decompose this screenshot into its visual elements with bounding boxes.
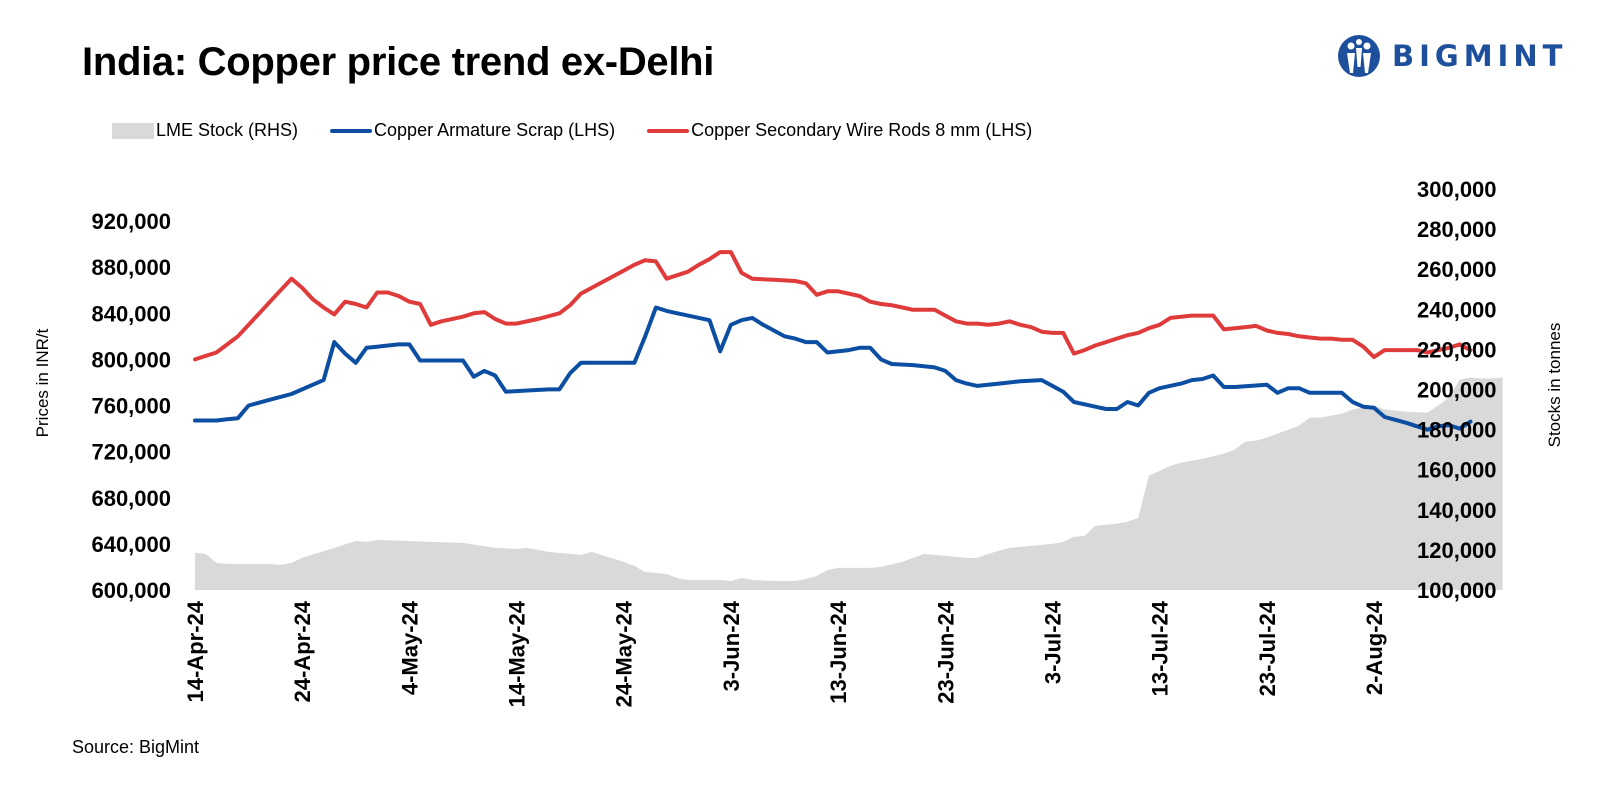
right-axis-label: Stocks in tonnes	[1545, 323, 1564, 448]
right-tick-label: 260,000	[1417, 257, 1497, 282]
x-tick-label: 14-Apr-24	[183, 600, 208, 702]
series-lme-stock-area	[195, 377, 1503, 590]
x-tick-label: 3-Jun-24	[719, 600, 744, 691]
legend-label-armature-scrap: Copper Armature Scrap (LHS)	[374, 120, 616, 140]
right-tick-label: 120,000	[1417, 538, 1497, 563]
right-axis-ticks: 100,000 120,000 140,000 160,000 180,000 200,0…	[1417, 177, 1497, 603]
chart-title: India: Copper price trend ex-Delhi	[82, 40, 715, 84]
series-armature-scrap-line	[193, 305, 1473, 432]
legend-item-armature-scrap: Copper Armature Scrap (LHS)	[330, 120, 615, 141]
x-tick-label: 13-Jul-24	[1148, 600, 1173, 696]
right-tick-label: 160,000	[1417, 458, 1497, 483]
right-tick-label: 240,000	[1417, 297, 1497, 322]
right-tick-label: 300,000	[1417, 177, 1497, 202]
bigmint-logo: BIGMINT	[1336, 30, 1576, 82]
left-tick-label: 880,000	[91, 255, 171, 280]
right-tick-label: 140,000	[1417, 498, 1497, 523]
x-tick-label: 2-Aug-24	[1362, 600, 1387, 695]
legend-swatch-armature-scrap	[330, 128, 373, 133]
left-tick-label: 800,000	[91, 347, 171, 372]
brand-name: BIGMINT	[1392, 39, 1568, 73]
left-tick-label: 600,000	[91, 578, 171, 603]
legend-label-wire-rods: Copper Secondary Wire Rods 8 mm (LHS)	[691, 120, 1033, 140]
right-tick-label: 220,000	[1417, 337, 1497, 362]
x-axis-ticks: 14-Apr-24 24-Apr-24 4-May-24 14-May-24 24-Ma…	[183, 600, 1387, 707]
left-tick-label: 840,000	[91, 301, 171, 326]
right-tick-label: 200,000	[1417, 378, 1497, 403]
legend-item-wire-rods: Copper Secondary Wire Rods 8 mm (LHS)	[647, 120, 1032, 141]
left-tick-label: 640,000	[91, 532, 171, 557]
x-tick-label: 14-May-24	[505, 600, 530, 707]
chart-legend: LME Stock (RHS) Copper Armature Scrap (L…	[112, 120, 1064, 141]
source-note: Source: BigMint	[72, 737, 200, 757]
left-tick-label: 920,000	[91, 209, 171, 234]
left-tick-label: 720,000	[91, 440, 171, 465]
x-tick-label: 24-Apr-24	[290, 600, 315, 702]
x-tick-label: 3-Jul-24	[1041, 600, 1066, 684]
x-tick-label: 23-Jul-24	[1255, 600, 1280, 696]
left-tick-label: 680,000	[91, 486, 171, 511]
left-axis-label: Prices in INR/t	[33, 328, 52, 437]
legend-swatch-lme-stock	[112, 122, 154, 139]
x-tick-label: 24-May-24	[612, 600, 637, 707]
bigmint-emblem-icon	[1338, 35, 1380, 77]
lme-stock-area-layer	[195, 377, 1503, 590]
x-tick-label: 4-May-24	[397, 600, 422, 695]
right-tick-label: 100,000	[1417, 578, 1497, 603]
right-tick-label: 180,000	[1417, 418, 1497, 443]
legend-label-lme-stock: LME Stock (RHS)	[156, 120, 299, 140]
left-axis-ticks: 600,000 640,000 680,000 720,000 760,000 800,0…	[91, 209, 171, 603]
right-tick-label: 280,000	[1417, 217, 1497, 242]
series-wire-rods-line	[193, 250, 1473, 362]
left-tick-label: 760,000	[91, 394, 171, 419]
legend-item-lme-stock: LME Stock (RHS)	[112, 120, 298, 141]
x-tick-label: 23-Jun-24	[933, 600, 958, 703]
x-tick-label: 13-Jun-24	[826, 600, 851, 703]
legend-swatch-wire-rods	[647, 128, 690, 133]
price-lines-layer	[193, 250, 1473, 432]
